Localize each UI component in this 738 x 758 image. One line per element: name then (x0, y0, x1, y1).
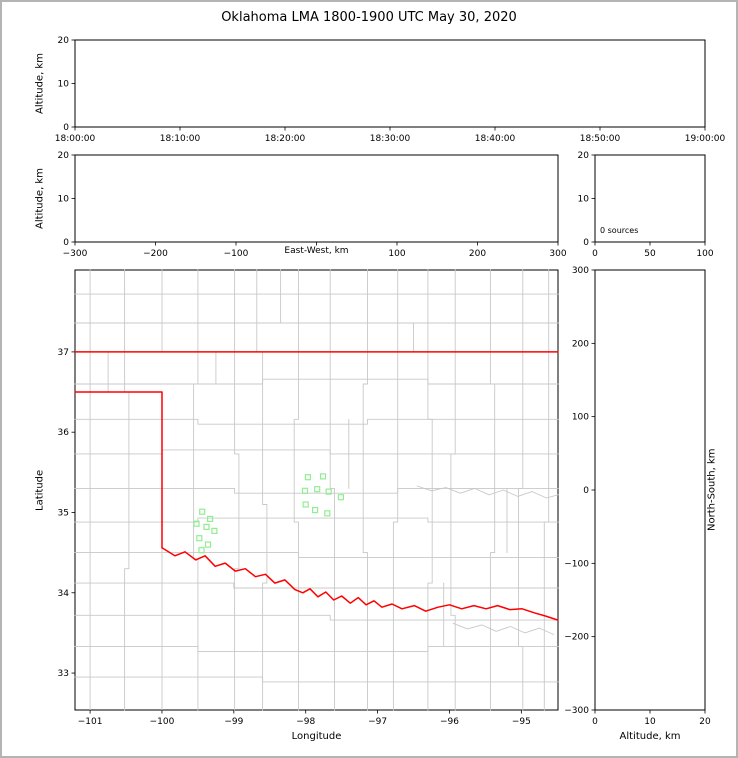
lma-station-marker (203, 523, 210, 531)
svg-text:−100: −100 (564, 559, 589, 569)
lma-station-marker (337, 494, 344, 501)
lma-station-marker (325, 488, 332, 495)
lma-station-marker (312, 507, 319, 514)
panel-north-south-vs-altitude: 0 10 20 −300 −200 −100 0 100 200 300 (564, 266, 711, 727)
lma-station-marker (211, 527, 218, 535)
svg-text:200: 200 (469, 249, 486, 259)
axis-label-altitude-ns-panel: Altitude, km (619, 731, 681, 742)
svg-text:10: 10 (58, 80, 70, 90)
svg-text:20: 20 (699, 717, 711, 727)
svg-text:0: 0 (63, 238, 69, 248)
axis-label-east-west: East-West, km (284, 246, 349, 256)
svg-text:35: 35 (58, 508, 69, 518)
lma-station-marker (199, 508, 206, 515)
panel-altitude-vs-east-west: −300 −200 −100 100 200 300 0 10 20 (58, 151, 567, 259)
svg-text:200: 200 (572, 339, 589, 349)
lma-station-marker (304, 474, 311, 481)
svg-text:19:00:00: 19:00:00 (685, 134, 726, 144)
svg-text:34: 34 (58, 589, 70, 599)
svg-text:33: 33 (58, 669, 69, 679)
svg-text:20: 20 (58, 151, 70, 161)
svg-text:18:30:00: 18:30:00 (370, 134, 411, 144)
axis-label-altitude-time-panel: Altitude, km (34, 53, 46, 114)
svg-text:−200: −200 (143, 249, 168, 259)
svg-text:10: 10 (578, 195, 590, 205)
lma-station-marker (193, 520, 200, 527)
svg-text:20: 20 (578, 151, 590, 161)
svg-text:−100: −100 (150, 717, 175, 727)
panel-plan-view-map: −101 −100 −99 −98 −97 −96 −95 33 34 35 36 37 (58, 269, 559, 727)
svg-text:−99: −99 (224, 717, 243, 727)
svg-text:−97: −97 (368, 717, 387, 727)
lma-station-marker (301, 487, 309, 494)
panel-source-histogram: 0 50 100 0 10 20 (578, 151, 714, 259)
source-count-annotation: 0 sources (600, 226, 639, 235)
svg-text:100: 100 (572, 413, 589, 423)
lma-station-marker (204, 541, 212, 548)
svg-text:−101: −101 (78, 717, 103, 727)
svg-text:18:10:00: 18:10:00 (160, 134, 201, 144)
svg-text:300: 300 (549, 249, 566, 259)
lma-station-marker (324, 510, 331, 517)
panel-altitude-vs-time: 18:00:00 18:10:00 18:20:00 18:30:00 18:40:00… (55, 36, 726, 144)
svg-text:18:50:00: 18:50:00 (580, 134, 621, 144)
svg-text:−95: −95 (512, 717, 531, 727)
lma-station-marker (198, 547, 205, 554)
svg-text:18:40:00: 18:40:00 (475, 134, 516, 144)
svg-text:18:00:00: 18:00:00 (55, 134, 96, 144)
svg-text:0: 0 (583, 486, 589, 496)
svg-text:−98: −98 (296, 717, 315, 727)
svg-text:36: 36 (58, 428, 70, 438)
svg-text:−300: −300 (63, 249, 88, 259)
lma-station-marker (207, 515, 214, 523)
svg-text:0: 0 (592, 249, 598, 259)
svg-text:−300: −300 (564, 706, 589, 716)
svg-text:100: 100 (696, 249, 713, 259)
svg-text:10: 10 (644, 717, 656, 727)
svg-text:−200: −200 (564, 633, 589, 643)
svg-text:−100: −100 (224, 249, 249, 259)
lma-station-marker (314, 486, 321, 493)
lma-station-marker (319, 473, 327, 480)
lma-station-marker (302, 501, 309, 508)
axis-label-longitude: Longitude (291, 731, 342, 742)
svg-text:300: 300 (572, 266, 589, 276)
svg-text:37: 37 (58, 348, 69, 358)
svg-text:18:20:00: 18:20:00 (265, 134, 306, 144)
figure-title: Oklahoma LMA 1800-1900 UTC May 30, 2020 (221, 10, 517, 25)
axis-label-north-south: North-South, km (706, 448, 718, 532)
svg-text:−96: −96 (440, 717, 459, 727)
axis-label-latitude: Latitude (34, 469, 46, 511)
axis-label-altitude-ew-panel: Altitude, km (34, 168, 46, 229)
svg-text:0: 0 (592, 717, 598, 727)
svg-text:100: 100 (388, 249, 405, 259)
lma-station-marker (196, 535, 203, 542)
svg-text:0: 0 (583, 238, 589, 248)
svg-text:50: 50 (644, 249, 656, 259)
svg-text:10: 10 (58, 195, 70, 205)
svg-text:20: 20 (58, 36, 70, 46)
svg-text:0: 0 (63, 123, 69, 133)
